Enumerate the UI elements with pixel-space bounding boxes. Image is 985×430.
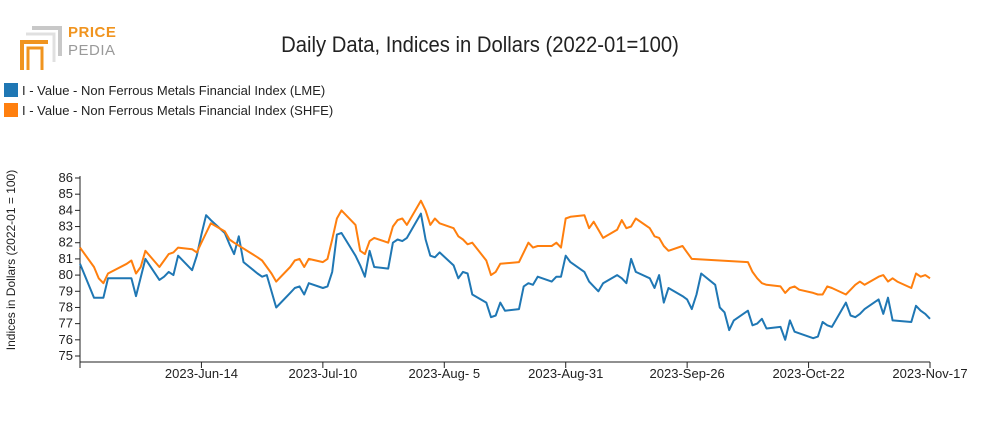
legend-label-shfe: I - Value - Non Ferrous Metals Financial… xyxy=(22,102,334,118)
y-tick-label: 86 xyxy=(59,170,73,185)
x-tick-label: 2023-Oct-22 xyxy=(772,366,844,381)
x-tick-label: 2023-Jul-10 xyxy=(289,366,358,381)
y-tick-label: 78 xyxy=(59,299,73,314)
chart-title: Daily Data, Indices in Dollars (2022-01=… xyxy=(281,32,679,57)
y-tick-label: 77 xyxy=(59,316,73,331)
y-tick-label: 84 xyxy=(59,202,73,217)
series-line-shfe[interactable] xyxy=(79,199,931,296)
line-chart: Indices in Dollars (2022-01 = 100) 75767… xyxy=(4,170,968,381)
series-line-lme[interactable] xyxy=(79,212,931,341)
legend-item-shfe[interactable]: I - Value - Non Ferrous Metals Financial… xyxy=(4,100,333,120)
y-tick-label: 80 xyxy=(59,267,73,282)
y-tick-label: 81 xyxy=(59,251,73,266)
x-tick-label: 2023-Sep-26 xyxy=(650,366,725,381)
legend: I - Value - Non Ferrous Metals Financial… xyxy=(4,80,333,120)
logo-text-pedia: PEDIA xyxy=(68,42,116,59)
x-axis: 2023-Jun-14 2023-Jul-10 2023-Aug- 5 2023-Au… xyxy=(79,361,968,381)
legend-swatch-shfe xyxy=(4,103,18,117)
y-tick-label: 75 xyxy=(59,348,73,363)
y-tick-label: 85 xyxy=(59,186,73,201)
logo-mark-icon xyxy=(20,26,62,70)
x-tick-label: 2023-Jun-14 xyxy=(165,366,238,381)
x-tick-label: 2023-Aug- 5 xyxy=(409,366,481,381)
x-tick-label: 2023-Nov-17 xyxy=(892,366,967,381)
legend-label-lme: I - Value - Non Ferrous Metals Financial… xyxy=(22,82,326,98)
y-tick-label: 83 xyxy=(59,219,73,234)
y-axis-label: Indices in Dollars (2022-01 = 100) xyxy=(4,170,18,350)
series-lines xyxy=(79,199,931,341)
y-tick-label: 82 xyxy=(59,235,73,250)
y-tick-label: 79 xyxy=(59,283,73,298)
legend-item-lme[interactable]: I - Value - Non Ferrous Metals Financial… xyxy=(4,80,333,100)
y-tick-label: 76 xyxy=(59,332,73,347)
legend-swatch-lme xyxy=(4,83,18,97)
logo-text-price: PRICE xyxy=(68,24,117,41)
pricepedia-logo: PRICE PEDIA xyxy=(18,22,128,72)
x-tick-label: 2023-Aug-31 xyxy=(528,366,603,381)
